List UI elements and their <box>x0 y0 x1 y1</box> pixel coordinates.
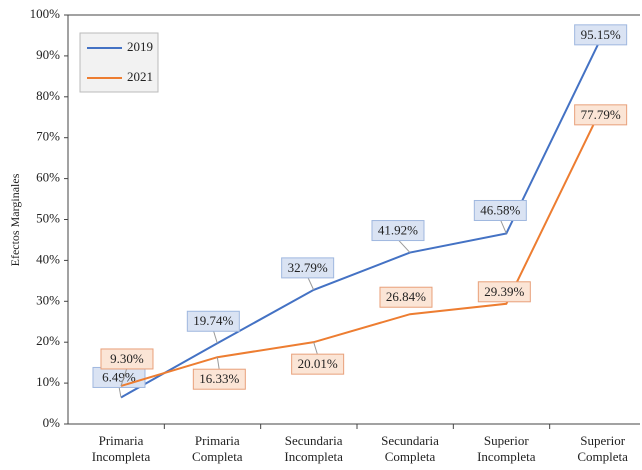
data-label: 29.39% <box>484 284 524 299</box>
leader-line <box>216 357 220 371</box>
data-label-box <box>574 24 628 46</box>
x-tick-label: Secundaria Incompleta <box>284 433 343 464</box>
legend-box <box>79 32 159 93</box>
y-tick-label: 0% <box>43 415 61 430</box>
data-label: 19.74% <box>193 313 233 328</box>
data-label: 46.58% <box>480 202 520 217</box>
y-tick-label: 50% <box>36 210 60 225</box>
data-label: 41.92% <box>378 223 418 238</box>
x-tick-label: Primaria Completa <box>192 433 243 464</box>
data-label: 77.79% <box>581 107 621 122</box>
leader-line <box>307 276 315 291</box>
data-label: 9.30% <box>110 351 144 366</box>
legend-label: 2021 <box>127 69 153 84</box>
y-tick-label: 100% <box>30 6 61 21</box>
data-label-box <box>473 199 527 221</box>
x-tick-label: Superior Incompleta <box>477 433 536 464</box>
data-label-box <box>371 220 425 242</box>
leader-line <box>212 330 218 344</box>
data-label-box <box>281 257 335 279</box>
y-tick-label: 20% <box>36 333 60 348</box>
y-tick-label: 90% <box>36 47 60 62</box>
data-label: 26.84% <box>386 289 426 304</box>
y-axis-title: Efectos Marginales <box>8 173 22 266</box>
y-tick-label: 80% <box>36 88 60 103</box>
leader-line <box>313 342 319 356</box>
x-tick-label: Superior Completa <box>577 433 628 464</box>
data-label: 32.79% <box>288 260 328 275</box>
data-label: 20.01% <box>298 356 338 371</box>
leader-line <box>120 367 128 387</box>
data-label-box <box>379 286 433 308</box>
y-tick-label: 60% <box>36 170 60 185</box>
data-label-box <box>574 104 628 126</box>
data-label: 95.15% <box>581 27 621 42</box>
leader-line <box>397 239 411 253</box>
data-label: 6.49% <box>102 369 136 384</box>
y-tick-label: 30% <box>36 292 60 307</box>
data-label-box <box>477 281 531 303</box>
data-label-box <box>100 348 154 370</box>
data-label-box <box>186 310 240 332</box>
y-tick-label: 10% <box>36 374 60 389</box>
x-tick-label: Primaria Incompleta <box>92 433 151 464</box>
y-tick-label: 40% <box>36 251 60 266</box>
leader-line <box>118 386 122 398</box>
series-line <box>120 105 604 387</box>
y-tick-label: 70% <box>36 129 60 144</box>
series-line <box>120 34 604 399</box>
data-label-box <box>192 368 246 390</box>
data-label-box <box>291 353 345 375</box>
leader-line <box>499 219 507 234</box>
legend-label: 2019 <box>127 39 153 54</box>
data-label: 16.33% <box>199 371 239 386</box>
x-tick-label: Secundaria Completa <box>381 433 439 464</box>
